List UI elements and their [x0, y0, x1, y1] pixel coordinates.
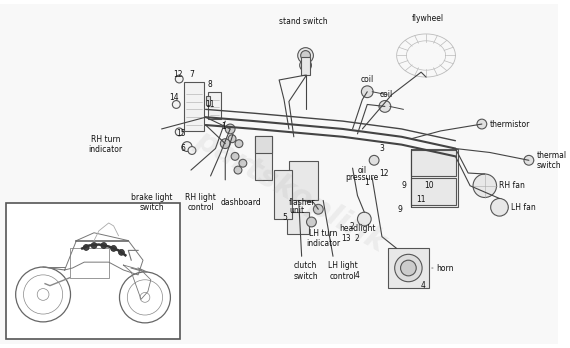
Text: dashboard: dashboard	[221, 198, 261, 207]
Text: 9: 9	[401, 181, 406, 190]
Text: 4: 4	[355, 271, 360, 280]
Bar	[274, 170, 292, 219]
Circle shape	[101, 243, 107, 248]
Text: 12: 12	[173, 70, 183, 79]
Text: 9: 9	[397, 205, 402, 214]
Circle shape	[298, 48, 314, 63]
Text: RH fan: RH fan	[499, 181, 526, 190]
Text: thermistor: thermistor	[490, 120, 530, 128]
Circle shape	[477, 119, 487, 129]
Circle shape	[111, 245, 116, 251]
Circle shape	[379, 101, 391, 112]
Circle shape	[524, 156, 534, 165]
Text: 2: 2	[349, 222, 354, 231]
Text: 2: 2	[354, 234, 359, 243]
Circle shape	[369, 156, 379, 165]
Text: 13: 13	[341, 234, 351, 243]
Text: 1: 1	[364, 178, 369, 187]
Circle shape	[83, 245, 89, 251]
Text: 12: 12	[379, 168, 389, 177]
Bar	[70, 248, 109, 278]
Circle shape	[314, 204, 323, 214]
Text: 14: 14	[169, 93, 179, 102]
Circle shape	[225, 124, 235, 134]
Text: unit: unit	[289, 206, 304, 215]
Text: brake light
switch: brake light switch	[131, 193, 173, 212]
Text: 1: 1	[221, 122, 226, 132]
Circle shape	[182, 142, 192, 151]
Circle shape	[491, 198, 508, 216]
Text: coil: coil	[380, 90, 393, 99]
Bar	[412, 178, 457, 205]
Text: switch: switch	[537, 161, 561, 170]
Circle shape	[228, 135, 236, 143]
Text: LH turn
indicator: LH turn indicator	[306, 229, 340, 248]
Circle shape	[221, 139, 230, 149]
Text: partskoplink: partskoplink	[190, 125, 391, 258]
Circle shape	[235, 140, 243, 148]
Text: 15: 15	[176, 129, 186, 139]
Text: pressure: pressure	[346, 173, 379, 182]
Text: LH light
control: LH light control	[328, 261, 357, 280]
Circle shape	[119, 250, 124, 255]
Circle shape	[91, 243, 97, 248]
Bar	[388, 248, 429, 287]
Bar	[412, 150, 457, 176]
Bar	[206, 96, 210, 105]
Text: RH turn
indicator: RH turn indicator	[89, 135, 123, 154]
Circle shape	[394, 254, 422, 282]
Text: 8: 8	[207, 80, 212, 89]
Text: coil: coil	[360, 76, 374, 85]
Circle shape	[176, 128, 183, 136]
Circle shape	[300, 50, 311, 61]
Text: 6: 6	[181, 144, 186, 153]
Bar	[255, 136, 272, 153]
Bar	[207, 92, 221, 119]
Bar	[412, 149, 458, 207]
Circle shape	[231, 152, 239, 160]
Text: RH light
control: RH light control	[185, 193, 216, 212]
Circle shape	[172, 101, 180, 108]
Bar	[287, 212, 308, 234]
Circle shape	[401, 260, 416, 276]
Text: flasher: flasher	[289, 198, 315, 207]
Text: stand switch: stand switch	[279, 17, 328, 26]
Bar	[6, 203, 180, 339]
Circle shape	[176, 75, 183, 83]
Text: headlight: headlight	[339, 224, 376, 234]
Text: LH fan: LH fan	[511, 203, 536, 212]
Text: 3: 3	[380, 144, 384, 153]
Text: horn: horn	[436, 263, 453, 272]
Bar	[255, 136, 272, 180]
Text: thermal: thermal	[537, 151, 567, 160]
Circle shape	[473, 174, 496, 198]
Bar	[289, 161, 318, 200]
Circle shape	[307, 217, 316, 227]
Text: oil: oil	[358, 166, 367, 175]
Text: 7: 7	[189, 70, 194, 79]
Text: 11: 11	[416, 195, 426, 204]
Text: flywheel: flywheel	[412, 14, 444, 23]
Text: 4: 4	[421, 281, 426, 290]
Circle shape	[357, 212, 371, 226]
Text: 11: 11	[205, 100, 214, 109]
Text: 10: 10	[424, 181, 434, 190]
Bar	[184, 82, 203, 131]
Circle shape	[188, 147, 196, 155]
Bar	[300, 57, 311, 75]
Circle shape	[361, 86, 373, 97]
Text: clutch
switch: clutch switch	[293, 261, 318, 280]
Circle shape	[239, 159, 247, 167]
Circle shape	[234, 166, 242, 174]
Circle shape	[300, 60, 311, 71]
Text: 5: 5	[283, 213, 287, 222]
